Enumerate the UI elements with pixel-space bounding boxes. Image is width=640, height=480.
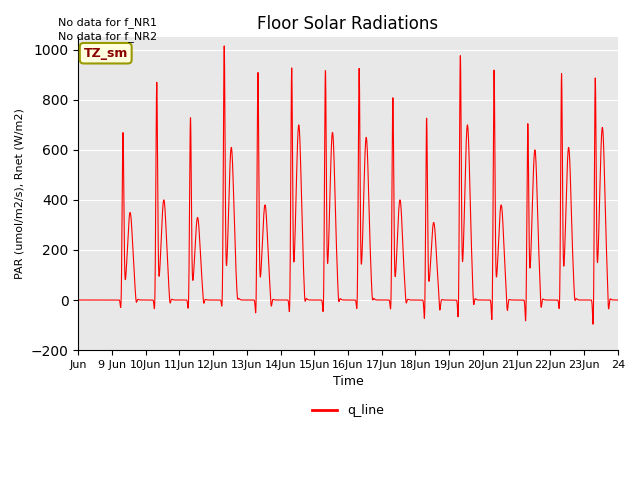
Y-axis label: PAR (umol/m2/s), Rnet (W/m2): PAR (umol/m2/s), Rnet (W/m2) (15, 108, 25, 279)
Legend: q_line: q_line (307, 399, 389, 422)
X-axis label: Time: Time (333, 375, 364, 388)
Title: Floor Solar Radiations: Floor Solar Radiations (257, 15, 438, 33)
Text: TZ_sm: TZ_sm (84, 47, 128, 60)
Text: No data for f_NR1: No data for f_NR1 (58, 17, 157, 28)
Text: No data for f_NR2: No data for f_NR2 (58, 31, 157, 42)
